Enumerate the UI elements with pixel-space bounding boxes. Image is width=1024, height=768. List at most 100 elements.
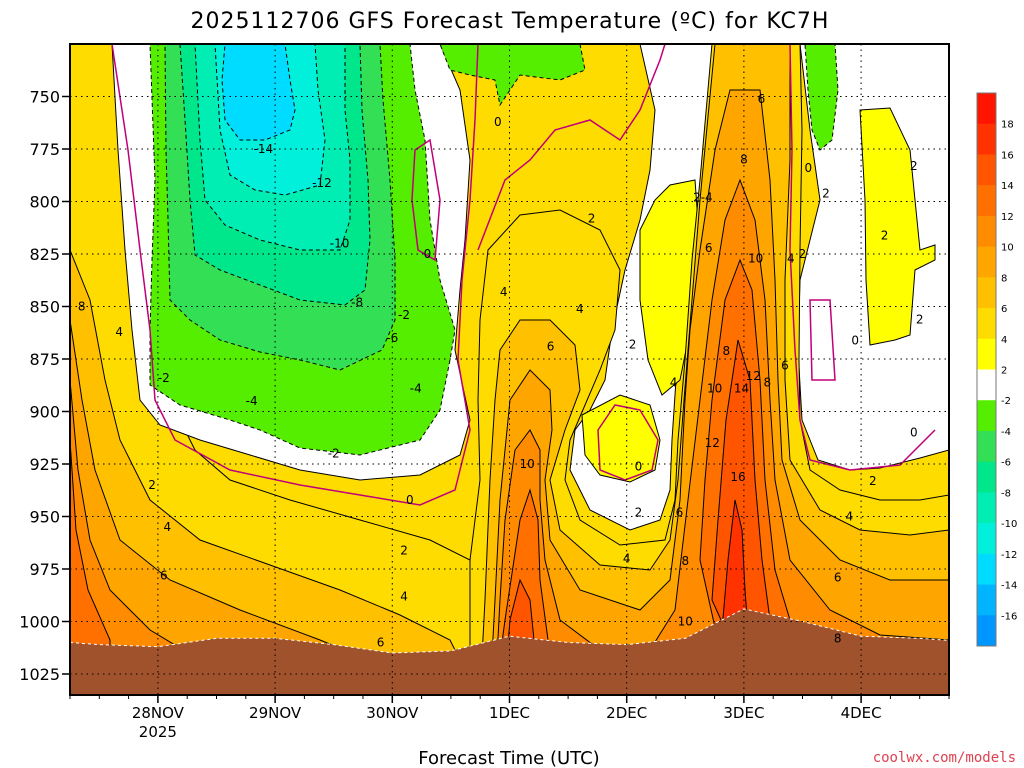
contour-label: 10 — [678, 615, 693, 629]
colorbar-label: 18 — [1001, 120, 1014, 131]
colorbar-label: -16 — [1001, 611, 1017, 622]
contour-label: -12 — [312, 176, 332, 190]
y-tick-label: 950 — [29, 508, 60, 527]
contour-label: 0 — [406, 493, 414, 507]
contour-label: 6 — [834, 571, 842, 585]
contour-label: -8 — [351, 296, 363, 310]
colorbar-swatch — [977, 553, 996, 586]
x-tick-sublabel: 2025 — [139, 723, 177, 741]
contour-label: 14 — [734, 382, 749, 396]
colorbar-swatch — [977, 308, 996, 340]
contour-label: 2 — [799, 247, 807, 261]
contour-label: 2 — [588, 212, 596, 226]
zero-degree-contours — [111, 44, 936, 506]
colorbar-swatch — [977, 154, 996, 186]
y-tick-label: 850 — [29, 298, 60, 317]
contour-label: -10 — [330, 237, 350, 251]
contour-label: 16 — [730, 470, 745, 484]
y-tick-label: 1025 — [19, 665, 60, 684]
contour-label: 8 — [764, 375, 772, 389]
contour-label: 6 — [547, 340, 555, 354]
contour-label: 2 — [910, 159, 918, 173]
temperature-band — [439, 44, 586, 107]
contour-label: 0 — [494, 115, 502, 129]
contour-label: 4 — [400, 590, 408, 604]
contour-label: 2 — [629, 338, 637, 352]
x-tick-label: 2DEC — [606, 704, 647, 722]
colorbar: 18 16 14 12 10 8 6 4 2 -2 -4 -6 -8 -10 -12 -14 -16 — [976, 92, 1017, 647]
y-tick-label: 825 — [29, 245, 60, 264]
y-tick-label: 775 — [29, 140, 60, 159]
contour-label: 6 — [160, 569, 168, 583]
contour-label: 2 — [916, 312, 924, 326]
colorbar-swatch — [977, 338, 996, 370]
grid-lines — [70, 44, 949, 695]
zero-contour-line — [809, 299, 836, 381]
contour-label: 10 — [748, 251, 763, 265]
contour-label: 2 — [400, 543, 408, 557]
x-tick-label: 28NOV — [132, 704, 185, 722]
credit-link[interactable]: coolwx.com/models — [873, 750, 1016, 766]
contour-label: 6 — [377, 636, 385, 650]
contour-label: 0 — [805, 161, 813, 175]
colorbar-swatch — [977, 492, 996, 524]
chart-title: 2025112706 GFS Forecast Temperature (ºC)… — [191, 9, 830, 34]
colorbar-swatch — [977, 461, 996, 493]
temperature-band — [804, 44, 839, 151]
contour-label: 2 — [869, 474, 877, 488]
contour-label: 0 — [635, 459, 643, 473]
temperature-band — [859, 107, 936, 346]
contour-label: 2-4 — [693, 191, 713, 205]
colorbar-label: 16 — [1001, 150, 1014, 161]
colorbar-swatch — [977, 246, 996, 278]
temperature-band — [70, 379, 201, 695]
colorbar-swatch — [977, 93, 996, 125]
colorbar-label: -6 — [1001, 458, 1011, 469]
y-tick-label: 900 — [29, 403, 60, 422]
colorbar-label: -12 — [1001, 550, 1017, 561]
contour-label: 6 — [705, 241, 713, 255]
colorbar-swatch — [977, 584, 996, 616]
terrain-surface — [70, 608, 949, 695]
contour-label: 10 — [707, 382, 722, 396]
colorbar-label: 6 — [1001, 304, 1007, 315]
contour-label: -2 — [158, 371, 170, 385]
contour-labels: 84-2246-14-12-10-8-4-2-6-2-4002460446210… — [78, 92, 924, 650]
y-tick-label: 925 — [29, 455, 60, 474]
contour-label: 2 — [635, 506, 643, 520]
contour-label: 0 — [424, 247, 432, 261]
contour-label: 12 — [705, 436, 720, 450]
temperature-band — [70, 439, 111, 695]
colorbar-label: -4 — [1001, 427, 1011, 438]
zero-contour-line — [411, 138, 441, 262]
colorbar-swatch — [977, 400, 996, 432]
colorbar-label: 12 — [1001, 212, 1014, 223]
contour-label: -6 — [386, 331, 398, 345]
colorbar-swatch — [977, 430, 996, 463]
colorbar-label: -10 — [1001, 519, 1017, 530]
contour-label: 8 — [740, 153, 748, 167]
contour-label: -2 — [398, 308, 410, 322]
colorbar-swatch — [977, 123, 996, 155]
contour-label: 4 — [115, 325, 123, 339]
contour-label: 4 — [576, 302, 584, 316]
colorbar-label: 14 — [1001, 181, 1014, 192]
contour-label: 8 — [78, 300, 86, 314]
contour-label: 6 — [676, 506, 684, 520]
contour-label: 8 — [834, 632, 842, 646]
colorbar-label: 4 — [1001, 335, 1007, 346]
contour-label: 8 — [722, 344, 730, 358]
x-tick-label: 1DEC — [489, 704, 530, 722]
x-tick-label: 30NOV — [366, 704, 419, 722]
colorbar-swatch — [977, 615, 996, 647]
colorbar-swatch — [977, 185, 996, 217]
contour-label: -4 — [410, 382, 422, 396]
contour-label: 2 — [148, 478, 156, 492]
zero-contour-line — [111, 44, 479, 506]
y-tick-label: 1000 — [19, 613, 60, 632]
contour-label: -14 — [254, 142, 274, 156]
colorbar-swatch — [977, 277, 996, 309]
temperature-band — [581, 394, 661, 483]
